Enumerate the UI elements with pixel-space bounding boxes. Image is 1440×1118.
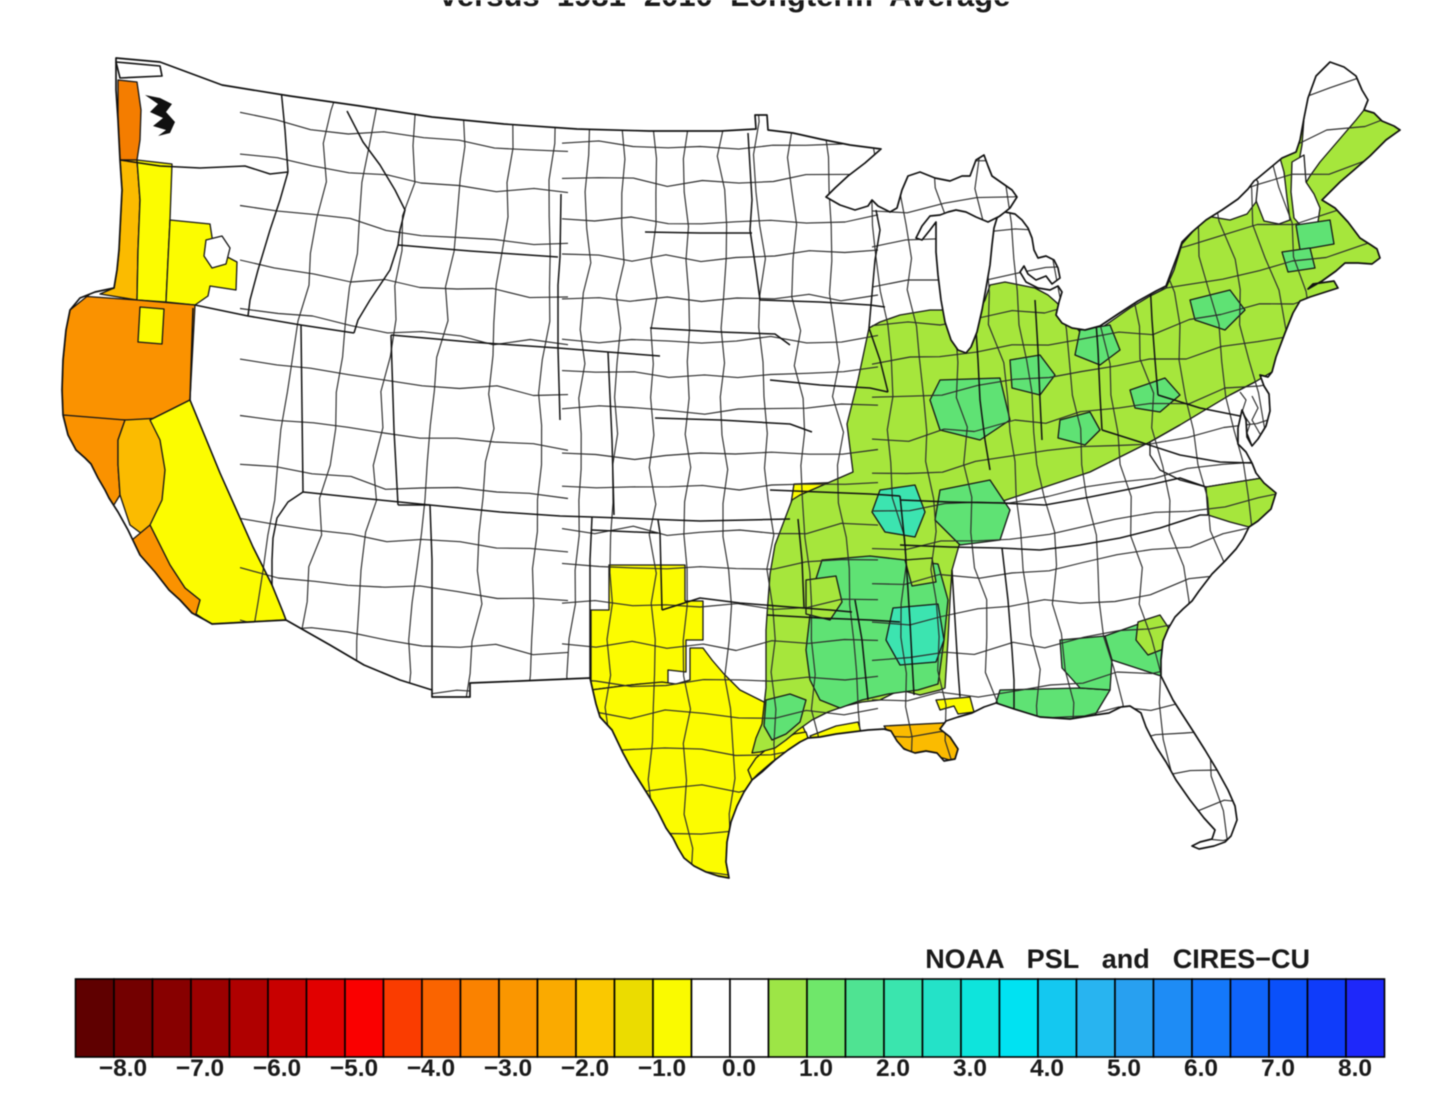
svg-text:NOAA PSL and CIRES−CU: NOAA PSL and CIRES−CU [925, 944, 1310, 974]
svg-text:−6.0: −6.0 [253, 1055, 301, 1082]
svg-text:7.0: 7.0 [1261, 1055, 1295, 1082]
svg-text:6.0: 6.0 [1184, 1055, 1218, 1082]
svg-text:5.0: 5.0 [1107, 1055, 1141, 1082]
svg-text:−4.0: −4.0 [407, 1055, 455, 1082]
svg-text:versus 1981−2010 Longterm A: versus 1981−2010 Longterm Average [440, 0, 1011, 13]
svg-text:−1.0: −1.0 [638, 1055, 686, 1082]
svg-text:−8.0: −8.0 [99, 1055, 147, 1082]
svg-text:1.0: 1.0 [799, 1055, 833, 1082]
svg-text:3.0: 3.0 [953, 1055, 987, 1082]
svg-text:2.0: 2.0 [876, 1055, 910, 1082]
svg-text:0.0: 0.0 [722, 1055, 756, 1082]
svg-text:−2.0: −2.0 [561, 1055, 609, 1082]
svg-text:4.0: 4.0 [1030, 1055, 1064, 1082]
svg-text:−3.0: −3.0 [484, 1055, 532, 1082]
svg-text:−5.0: −5.0 [330, 1055, 378, 1082]
svg-text:−7.0: −7.0 [176, 1055, 224, 1082]
svg-text:8.0: 8.0 [1338, 1055, 1372, 1082]
